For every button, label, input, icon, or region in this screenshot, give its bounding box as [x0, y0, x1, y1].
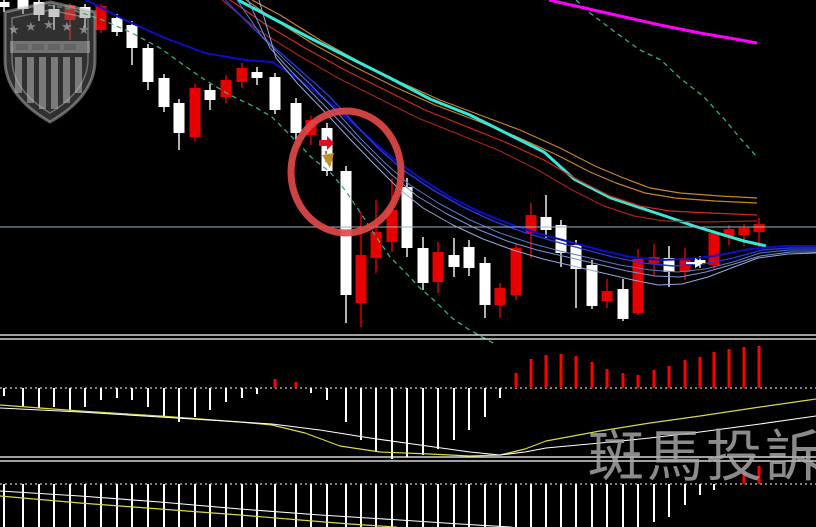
candle-body: [95, 6, 107, 30]
ribbon-red-1: [229, 0, 758, 216]
ribbon-orange-1: [251, 0, 758, 199]
candle-body: [79, 7, 91, 18]
candle-body: [236, 68, 248, 82]
candle-body: [479, 263, 491, 305]
candle-body: [111, 18, 123, 32]
candle-body: [510, 248, 522, 295]
candle-body: [33, 2, 45, 15]
ma-green-dashed: [47, 4, 496, 345]
candle-body: [269, 77, 281, 110]
shield-stripes-icon: [15, 57, 82, 109]
candle-body: [525, 215, 537, 233]
candle-body: [370, 232, 382, 258]
band-steel-3: [258, 0, 816, 286]
candle-body: [738, 228, 750, 235]
candle-body: [48, 9, 60, 17]
overlay-lines-layer: [47, 0, 816, 345]
shield-stars-icon: ★ ★ ★ ★ ★: [8, 18, 90, 38]
candle-body: [173, 103, 185, 133]
candle-body: [189, 88, 201, 137]
white-arrow-icon: [695, 258, 703, 268]
svg-text:★: ★: [43, 18, 55, 33]
candle-body: [708, 233, 720, 265]
ind2-white-line: [0, 490, 515, 527]
ma-green-dashed-2: [575, 0, 758, 158]
shield-inner-outline: [11, 9, 89, 114]
candle-body: [401, 187, 413, 248]
gold-arrow-icon: [322, 153, 334, 168]
ribbon-red-2: [221, 0, 758, 223]
watermark-text: 斑馬投訴: [588, 425, 816, 490]
candle-body: [17, 0, 29, 9]
candle-body: [417, 248, 429, 283]
candle-body: [220, 80, 232, 97]
svg-text:★: ★: [25, 20, 37, 35]
band-steel-1: [236, 0, 816, 273]
ma-magenta: [548, 0, 758, 45]
watermark-shield-logo: ★ ★ ★ ★ ★: [3, 0, 97, 124]
candle-body: [204, 90, 216, 100]
ribbon-cyan: [237, 0, 767, 248]
candles-layer: [0, 0, 765, 327]
annotations-layer: [287, 107, 703, 268]
svg-text:★: ★: [78, 23, 90, 38]
candle-body: [64, 5, 76, 20]
candle-body: [617, 289, 629, 319]
candle-body: [448, 255, 460, 267]
candle-body: [251, 72, 263, 78]
sell-arrow-icon: [319, 136, 334, 150]
candle-body: [158, 78, 170, 107]
svg-text:★: ★: [8, 23, 20, 38]
candle-body: [632, 259, 644, 313]
indicator2-pane: [0, 466, 816, 527]
candle-body: [570, 245, 582, 269]
candle-body: [0, 2, 10, 7]
candle-body: [601, 291, 613, 301]
candle-body: [494, 288, 506, 305]
indicator1-pane: [0, 346, 816, 459]
candle-body: [142, 48, 154, 82]
candle-body: [126, 25, 138, 48]
candle-body: [723, 229, 735, 236]
highlight-circle-annotation: [287, 107, 405, 237]
candle-body: [463, 247, 475, 268]
candle-body: [586, 265, 598, 306]
shield-banner-text-marks: [16, 44, 76, 50]
candle-body: [355, 255, 367, 303]
candle-body: [290, 103, 302, 133]
pane-dividers: [0, 334, 816, 462]
candle-body: [432, 252, 444, 282]
candle-body: [540, 217, 552, 230]
svg-text:★: ★: [61, 20, 73, 35]
candle-body: [386, 210, 398, 242]
ind1-white-line: [0, 407, 816, 456]
candle-body: [753, 224, 765, 232]
